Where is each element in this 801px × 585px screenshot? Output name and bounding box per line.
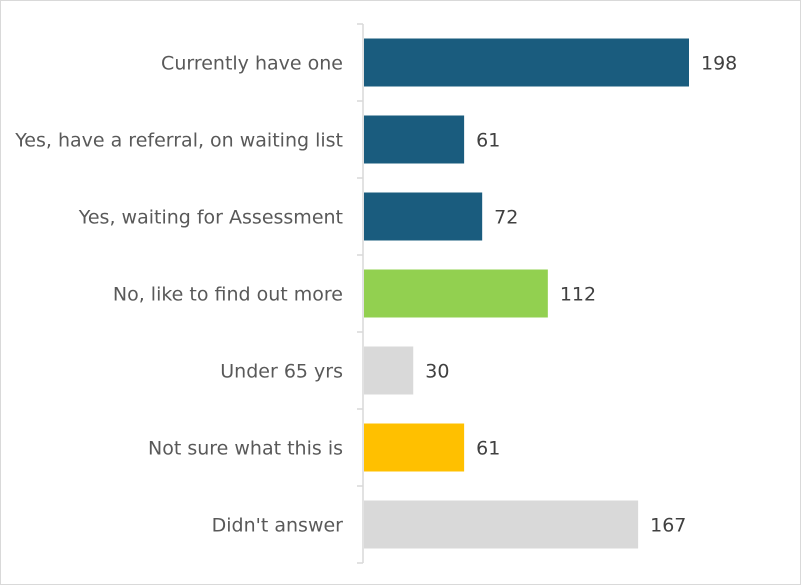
category-label-4: Under 65 yrs <box>220 361 343 383</box>
bar-1 <box>364 115 465 164</box>
category-label-1: Yes, have a referral, on waiting list <box>14 130 343 152</box>
data-label-6: 167 <box>650 515 686 537</box>
bar-3 <box>364 269 548 318</box>
data-label-4: 30 <box>425 361 449 383</box>
data-label-0: 198 <box>701 53 737 75</box>
bar-4 <box>364 346 414 395</box>
bar-6 <box>364 500 639 549</box>
data-label-5: 61 <box>476 438 500 460</box>
category-label-2: Yes, waiting for Assessment <box>78 207 343 229</box>
bar-2 <box>364 192 483 241</box>
data-label-3: 112 <box>560 284 596 306</box>
category-label-0: Currently have one <box>161 53 343 75</box>
bar-5 <box>364 423 465 472</box>
data-label-1: 61 <box>476 130 500 152</box>
category-label-6: Didn't answer <box>212 515 344 537</box>
bar-0 <box>364 38 689 87</box>
category-label-5: Not sure what this is <box>148 438 343 460</box>
data-label-2: 72 <box>494 207 518 229</box>
category-label-3: No, like to find out more <box>113 284 343 306</box>
